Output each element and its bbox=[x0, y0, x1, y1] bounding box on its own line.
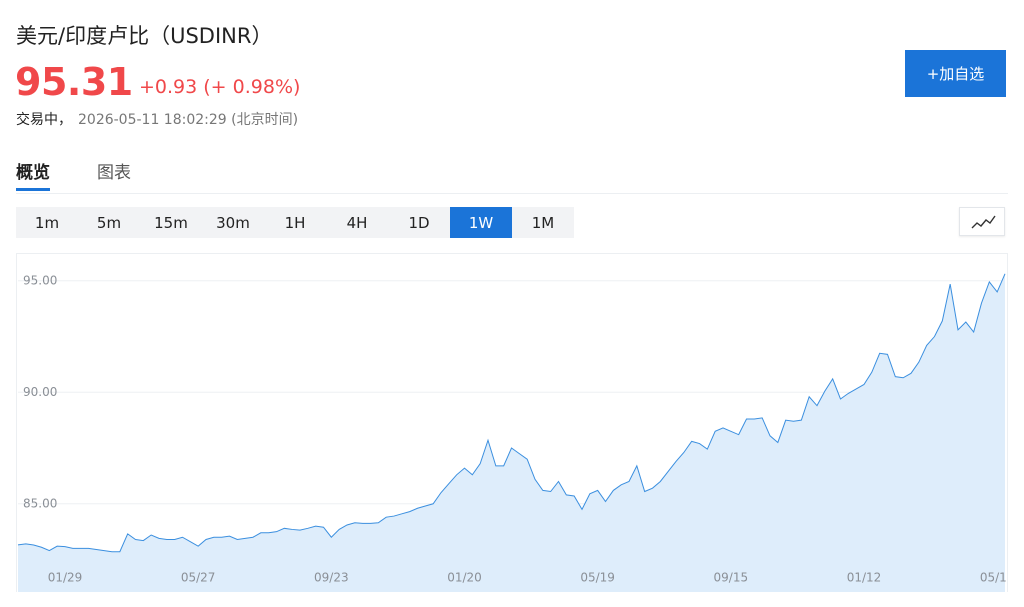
x-tick-label: 01/29 bbox=[48, 571, 83, 585]
x-tick-label: 09/23 bbox=[314, 571, 349, 585]
interval-button[interactable]: 15m bbox=[140, 207, 202, 238]
tab[interactable]: 概览 bbox=[16, 158, 50, 191]
interval-button[interactable]: 1D bbox=[388, 207, 450, 238]
chart-type-button[interactable] bbox=[959, 207, 1005, 236]
x-tick-label: 01/12 bbox=[847, 571, 882, 585]
interval-button[interactable]: 5m bbox=[78, 207, 140, 238]
price: 95.31 bbox=[15, 60, 133, 104]
interval-button[interactable]: 4H bbox=[326, 207, 388, 238]
trading-status: 交易中， bbox=[16, 112, 72, 128]
add-watchlist-button[interactable]: +加自选 bbox=[905, 50, 1006, 97]
x-tick-label: 01/20 bbox=[447, 571, 482, 585]
interval-button[interactable]: 1H bbox=[264, 207, 326, 238]
price-change: +0.93 (+ 0.98%) bbox=[139, 76, 301, 98]
y-tick-label: 90.00 bbox=[23, 385, 57, 399]
interval-bar: 1m 5m 15m 30m 1H 4H 1D 1W 1M bbox=[16, 207, 574, 238]
y-tick-label: 95.00 bbox=[23, 273, 57, 287]
y-tick-label: 85.00 bbox=[23, 496, 57, 510]
price-line bbox=[17, 273, 1006, 553]
interval-button[interactable]: 1W bbox=[450, 207, 512, 238]
timestamp: 2026-05-11 18:02:29 (北京时间) bbox=[78, 112, 299, 128]
x-tick-label: 05/27 bbox=[181, 571, 216, 585]
tab-bar: 概览 图表 bbox=[16, 156, 1008, 194]
interval-button[interactable]: 1m bbox=[16, 207, 78, 238]
interval-button[interactable]: 1M bbox=[512, 207, 574, 238]
x-tick-label: 09/15 bbox=[714, 571, 749, 585]
title: 美元/印度卢比（USDINR） bbox=[16, 24, 273, 48]
tab[interactable]: 图表 bbox=[97, 163, 131, 183]
area-fill bbox=[18, 273, 1005, 592]
chart-type-icon bbox=[971, 215, 996, 229]
chart: 85.00 90.00 95.00 01/29 05/27 09/23 01/20 05/19… bbox=[16, 253, 1008, 592]
interval-button[interactable]: 30m bbox=[202, 207, 264, 238]
x-tick-label: 05/19 bbox=[580, 571, 615, 585]
x-tick-label: 05/11 bbox=[980, 571, 1008, 585]
